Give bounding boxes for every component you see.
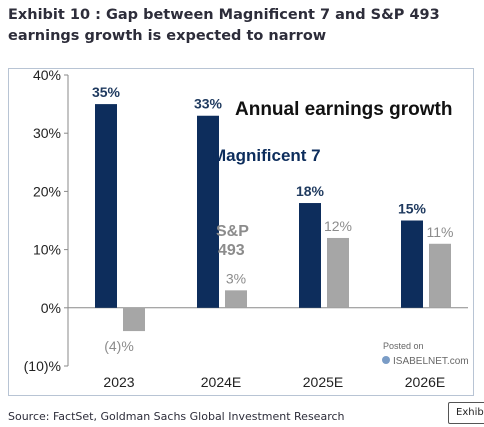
data-label-magnificent-7: 35% bbox=[92, 84, 121, 100]
x-category-label: 2023 bbox=[103, 374, 134, 390]
chart-inner-title: Annual earnings growth bbox=[235, 99, 452, 120]
x-category-label: 2026E bbox=[405, 374, 445, 390]
y-tick-label: 40% bbox=[33, 67, 61, 83]
y-tick-label: 10% bbox=[33, 242, 61, 258]
bar-magnificent-7 bbox=[95, 104, 117, 308]
earnings-growth-chart: (10)% 0% 10% 20% 30% 40% 35% (4)% 2023 33% 3% 2024E… bbox=[24, 67, 469, 390]
y-tick-label: (10)% bbox=[24, 358, 61, 374]
bar-sp-493 bbox=[123, 307, 145, 332]
data-label-magnificent-7: 15% bbox=[398, 201, 427, 217]
exhibit-tab-button[interactable]: Exhibi bbox=[448, 402, 484, 424]
y-tick-label: 0% bbox=[41, 300, 61, 316]
source-note: Source: FactSet, Goldman Sachs Global In… bbox=[8, 410, 345, 423]
data-label-sp-493: 12% bbox=[324, 218, 352, 234]
bar-sp-493 bbox=[327, 237, 349, 308]
y-tick-label: 20% bbox=[33, 183, 61, 199]
bar-magnificent-7 bbox=[197, 115, 219, 308]
series-label-sp-493-line1: S&P bbox=[216, 223, 249, 240]
exhibit-title: Exhibit 10 : Gap between Magnificent 7 a… bbox=[8, 7, 440, 44]
watermark-posted-on: Posted on bbox=[383, 341, 424, 351]
x-category-label: 2024E bbox=[201, 374, 241, 390]
data-label-sp-493: (4)% bbox=[104, 338, 134, 354]
data-label-sp-493: 11% bbox=[427, 224, 454, 240]
data-label-sp-493: 3% bbox=[226, 270, 246, 286]
data-label-magnificent-7: 18% bbox=[296, 183, 325, 199]
series-label-sp-493-line2: 493 bbox=[218, 242, 245, 259]
watermark-isabelnet: ISABELNET.com bbox=[393, 356, 469, 367]
y-tick-label: 30% bbox=[33, 125, 61, 141]
bar-sp-493 bbox=[429, 243, 451, 308]
series-label-magnificent-7: Magnificent 7 bbox=[212, 146, 321, 165]
bar-magnificent-7 bbox=[299, 203, 321, 308]
bar-magnificent-7 bbox=[401, 220, 423, 308]
data-label-magnificent-7: 33% bbox=[194, 96, 223, 112]
chart-frame bbox=[8, 68, 474, 396]
bar-sp-493 bbox=[225, 290, 247, 308]
isabelnet-logo-icon bbox=[382, 356, 390, 364]
x-category-label: 2025E bbox=[303, 374, 343, 390]
